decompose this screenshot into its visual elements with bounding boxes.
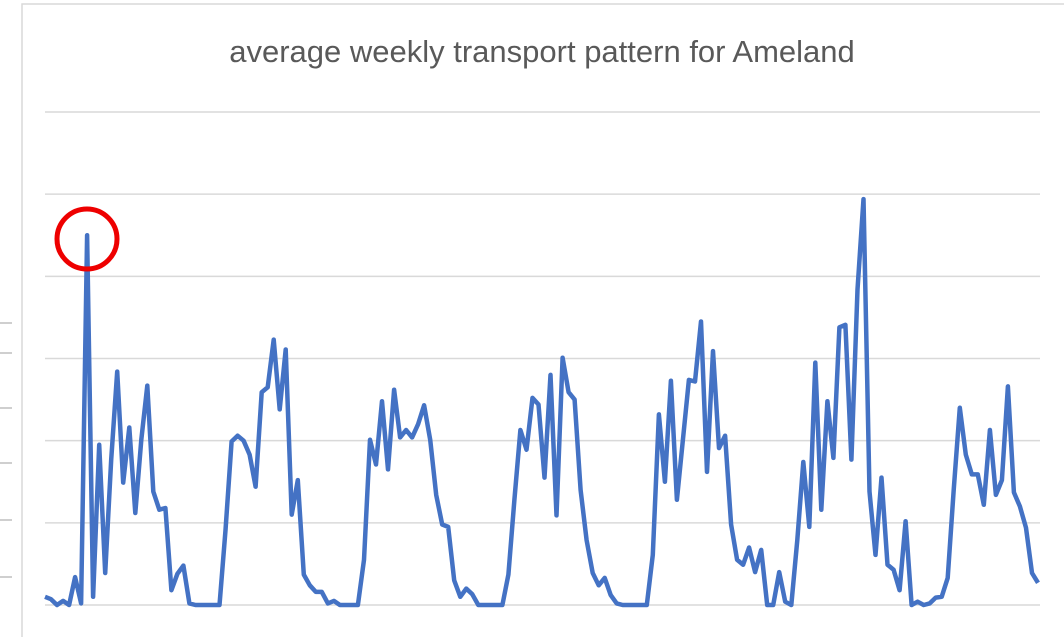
chart-border [21,3,1064,637]
side-lines [0,322,12,578]
chart-title: average weekly transport pattern for Ame… [229,34,855,69]
data-line [44,196,1040,608]
highlight-circle [54,206,120,272]
